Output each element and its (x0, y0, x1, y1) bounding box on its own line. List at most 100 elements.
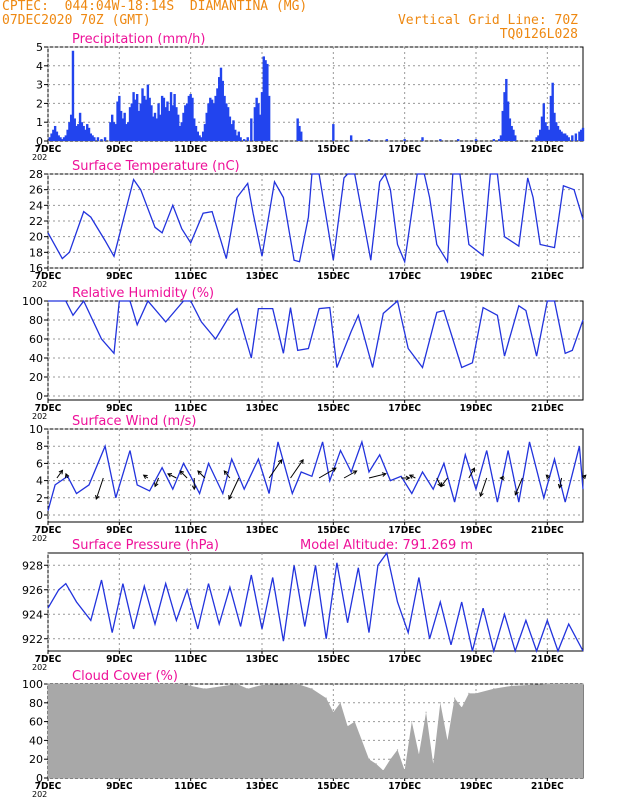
panel-3-x-tick-label: 21DEC (531, 403, 564, 414)
panel-4-y-tick-label: 8 (36, 440, 43, 453)
panel-2-y-tick-label: 20 (29, 231, 43, 244)
precip-bar (125, 124, 128, 141)
panel-5-y-tick-label: 926 (22, 584, 43, 597)
precip-bar (580, 129, 583, 141)
precip-bar (403, 139, 406, 141)
panel-5-x-tick-label: 21DEC (531, 654, 564, 665)
panel-1-x-tick-label: 19DEC (460, 144, 493, 155)
panel-1-x-tick-label: 21DEC (531, 144, 564, 155)
wind-arrow-head (581, 474, 587, 480)
wind-arrow-head (223, 470, 229, 476)
panel-3-y-tick-label: 20 (29, 371, 43, 384)
wind-arrow-head (352, 470, 358, 475)
cloud-cover-point (461, 706, 463, 709)
precip-bar (497, 139, 501, 141)
panel-1-x-tick-label: 17DEC (388, 144, 421, 155)
panel-3-x-tick-label: 15DEC (317, 403, 350, 414)
vertical-grid-note: Vertical Grid Line: 70Z (397, 13, 578, 28)
precip-bar (439, 139, 442, 141)
wind-arrow-head (514, 490, 519, 496)
precip-bar (82, 125, 85, 141)
cloud-cover-point (439, 702, 441, 704)
wind-arrow-head (154, 482, 159, 488)
panel-1-x-tick-label: 15DEC (317, 144, 350, 155)
precip-bar (563, 133, 567, 141)
precip-bar (185, 103, 189, 141)
cloud-cover-point (204, 688, 206, 690)
precip-bar (187, 95, 191, 141)
panel-2-x-tick-label: 9DEC (106, 271, 133, 282)
wind-arrow-head (95, 494, 100, 500)
panel-2-x-tick-label: 13DEC (246, 271, 279, 282)
precip-bar (553, 112, 556, 141)
cloud-cover-point (411, 721, 413, 723)
precip-bar (173, 94, 176, 141)
cloud-cover-point (47, 683, 49, 685)
precip-bar (48, 137, 51, 141)
precip-bar (135, 94, 139, 141)
cloud-cover-point (332, 711, 334, 713)
wind-arrow (436, 477, 442, 487)
panel-4-y-tick-label: 2 (36, 492, 43, 505)
panel-3-frame (47, 300, 584, 401)
panel-5-year-fragment: 202 (32, 663, 47, 672)
run-date: 07DEC2020 70Z (GMT) (2, 13, 151, 28)
panel-1-x-tick-label: 11DEC (174, 144, 207, 155)
cloud-cover-point (493, 688, 495, 690)
wind-arrow (479, 477, 488, 497)
panel-4-y-tick-label: 0 (36, 509, 43, 522)
panel-5-x-tick-label: 13DEC (246, 654, 279, 665)
precip-bar (132, 92, 135, 141)
precip-bar (93, 137, 96, 141)
panel-2-y-tick-label: 18 (29, 246, 43, 259)
precip-bar (146, 84, 150, 141)
precip-bar (164, 107, 167, 141)
precip-bar (109, 122, 112, 141)
panel-1-x-tick-label: 9DEC (106, 144, 133, 155)
precip-bar (148, 97, 151, 141)
precip-bar (87, 127, 91, 141)
precip-bar (160, 95, 164, 141)
panel-3-x-tick-label: 19DEC (460, 403, 493, 414)
precip-bar (86, 124, 89, 141)
precip-bar (267, 95, 271, 141)
panel-3-year-fragment: 202 (32, 412, 47, 421)
precip-bar (257, 103, 260, 141)
panel-2-year-fragment: 202 (32, 280, 47, 289)
panel-3-x-tick-label: 13DEC (246, 403, 279, 414)
panel-3-x-tick-label: 9DEC (106, 403, 133, 414)
panel-6-y-tick-label: 40 (29, 734, 43, 747)
panel-4-x-tick-label: 15DEC (317, 525, 350, 536)
panel-6-y-tick-label: 100 (22, 678, 43, 691)
panel-6-y-tick-label: 20 (29, 753, 43, 766)
precip-bar (207, 103, 210, 141)
precip-bar (237, 131, 241, 141)
precip-bar (571, 135, 574, 141)
panel-4-y-tick-label: 4 (36, 475, 43, 488)
precip-bar (492, 139, 496, 141)
cloud-cover-point (546, 683, 548, 685)
precip-bar (505, 78, 508, 141)
panel-6-x-tick-label: 13DEC (246, 781, 279, 792)
precip-bar (544, 122, 547, 141)
panel-5-x-tick-label: 7DEC (35, 654, 62, 665)
cloud-cover-point (446, 739, 449, 742)
cloud-cover-point (247, 688, 249, 690)
precip-bar (230, 124, 233, 141)
precip-bar (168, 110, 171, 141)
panel-5-series-line (47, 551, 584, 654)
precip-bar (535, 137, 538, 141)
precip-bar (57, 135, 60, 141)
cloud-cover-point (382, 769, 384, 772)
precip-bar (349, 135, 353, 141)
wind-arrow (368, 473, 386, 479)
wind-arrow-head (277, 458, 283, 464)
precip-bar (182, 112, 185, 141)
panel-2-x-tick-label: 19DEC (460, 271, 493, 282)
panel-2-y-tick-label: 26 (29, 184, 43, 197)
panel-6-y-tick-label: 60 (29, 716, 43, 729)
panel-2-title: Surface Temperature (nC) (72, 159, 240, 174)
cloud-cover-point (425, 711, 427, 713)
wind-arrow-head (228, 494, 233, 500)
precip-bar (367, 139, 371, 141)
